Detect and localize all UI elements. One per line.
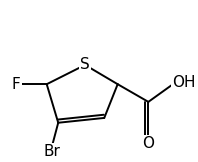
Text: F: F bbox=[12, 77, 20, 92]
Text: Br: Br bbox=[43, 144, 60, 159]
Text: S: S bbox=[80, 58, 90, 72]
Text: OH: OH bbox=[172, 75, 196, 90]
Text: O: O bbox=[142, 136, 154, 151]
